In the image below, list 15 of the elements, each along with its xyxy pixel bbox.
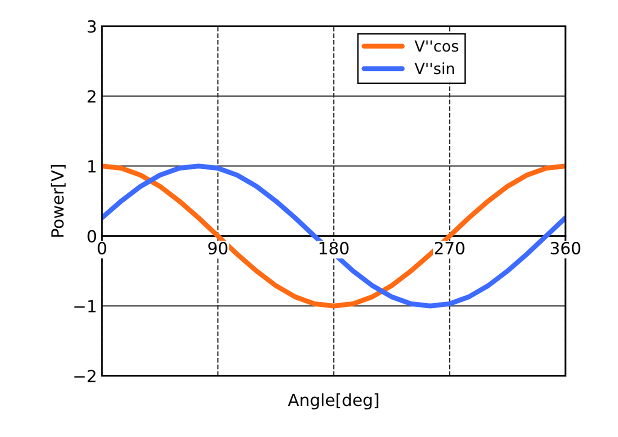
y-tick-label: −2 xyxy=(74,370,96,382)
x-tick-label: 360 xyxy=(550,242,580,254)
x-axis-title: Angle[deg] xyxy=(288,393,378,410)
x-tick-label: 180 xyxy=(320,242,349,254)
y-tick-label: 0 xyxy=(88,230,96,243)
y-axis-title: Power[V] xyxy=(50,165,66,237)
y-tick-label: 2 xyxy=(88,90,96,102)
x-tick-label: 270 xyxy=(434,242,464,254)
y-tick-label: 1 xyxy=(88,160,96,172)
x-tick-label: 0 xyxy=(98,242,106,254)
legend-label: V''sin xyxy=(414,62,454,74)
x-tick-label: 90 xyxy=(208,242,228,254)
legend-label: V''cos xyxy=(414,40,458,52)
y-tick-label: −1 xyxy=(74,300,96,312)
y-tick-label: 3 xyxy=(88,20,96,33)
